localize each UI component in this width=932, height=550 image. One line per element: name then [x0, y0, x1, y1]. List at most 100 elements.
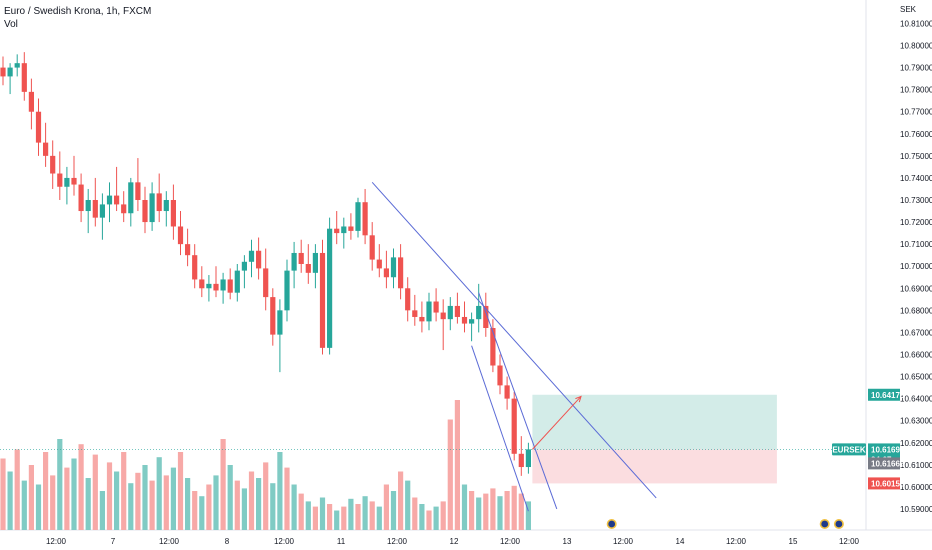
candle-body [99, 204, 105, 218]
last-price-label: 10.61698 [871, 445, 905, 454]
candle-body [192, 255, 198, 280]
volume-bar [170, 467, 176, 530]
price-tag [868, 457, 900, 470]
symbol-title: Euro / Swedish Krona, 1h, FXCM [4, 6, 152, 17]
candle-body [213, 283, 219, 291]
candle-body [256, 250, 262, 269]
trendline[interactable] [471, 345, 529, 512]
volume-bar [348, 498, 354, 530]
y-tick-label: 10.80000 [900, 42, 932, 51]
x-tick-label: 12:00 [274, 537, 295, 546]
y-tick-label: 10.61000 [900, 461, 932, 470]
trendline[interactable] [478, 292, 558, 510]
candle-body [106, 195, 113, 205]
candle-body [170, 200, 176, 227]
volume-bar [28, 465, 34, 530]
candle-body [284, 270, 290, 311]
volume-bar [305, 501, 311, 530]
y-tick-label: 10.70000 [900, 262, 932, 271]
candle-body [398, 257, 404, 289]
candle-body [206, 283, 212, 289]
candle-body [263, 268, 269, 298]
volume-bar [362, 496, 368, 530]
candle-body [348, 226, 354, 231]
event-icon-inner [821, 520, 829, 528]
x-tick-label: 12:00 [726, 537, 747, 546]
volume-bar [163, 475, 169, 530]
y-tick-label: 10.75000 [900, 152, 932, 161]
volume-bar [241, 488, 247, 530]
volume-bar [50, 475, 56, 530]
candle-body [121, 204, 127, 214]
y-tick-label: 10.72000 [900, 218, 932, 227]
y-tick-label: 10.79000 [900, 64, 932, 73]
candle-body [57, 173, 63, 187]
volume-bar [447, 419, 453, 530]
candle-body [28, 91, 34, 112]
volume-bar [64, 467, 70, 530]
volume-bar [21, 480, 27, 530]
candle-body [327, 228, 333, 348]
price-tag [868, 388, 900, 401]
volume-bar [256, 478, 262, 530]
candle-body [85, 200, 91, 212]
candle-body [71, 177, 77, 185]
candle-body [0, 67, 6, 77]
y-tick-label: 10.74000 [900, 174, 932, 183]
candle-body [270, 297, 276, 335]
volume-bar [206, 484, 212, 530]
y-tick-label: 10.81000 [900, 19, 932, 28]
trendline[interactable] [371, 182, 657, 499]
volume-bar [99, 491, 105, 530]
x-tick-label: 7 [111, 537, 116, 546]
stop-zone [532, 449, 777, 484]
volume-bar [419, 504, 425, 530]
candle-body [476, 305, 482, 320]
x-tick-label: 12 [450, 537, 459, 546]
candle-body [199, 279, 205, 289]
volume-bar [192, 491, 198, 530]
volume-bar [312, 506, 318, 530]
y-tick-label: 10.65000 [900, 373, 932, 382]
candle-body [341, 226, 347, 234]
candle-body [383, 268, 389, 278]
candle-body [163, 200, 169, 212]
candle-body [14, 63, 20, 68]
projection-arrow[interactable] [532, 396, 582, 450]
volume-bar [383, 484, 389, 530]
y-tick-label: 10.60000 [900, 483, 932, 492]
price-tag-label: 10.64175 [871, 391, 905, 400]
candle-body [319, 252, 326, 348]
candle-body [483, 305, 489, 328]
x-tick-label: 8 [225, 537, 230, 546]
candle-body [135, 182, 141, 200]
volume-bar [234, 480, 240, 530]
volume-bar [412, 497, 418, 530]
candle-body [234, 270, 240, 293]
chart-legend: Euro / Swedish Krona, 1h, FXCM Vol [4, 5, 151, 31]
volume-bar [106, 462, 113, 530]
y-tick-label: 10.78000 [900, 86, 932, 95]
volume-bar [0, 458, 6, 530]
volume-bar [525, 501, 531, 530]
volume-bar [405, 480, 411, 530]
volume-bar [390, 491, 397, 530]
y-tick-label: 10.67000 [900, 328, 932, 337]
volume-bar [433, 506, 439, 530]
volume-bar [135, 472, 141, 530]
volume-bar [284, 467, 290, 530]
currency-label: SEK [900, 5, 917, 14]
x-tick-label: 12:00 [387, 537, 408, 546]
volume-bar [156, 457, 162, 530]
candle-body [511, 398, 517, 454]
volume-bar [426, 510, 432, 530]
volume-bar [220, 439, 226, 530]
volume-bar [92, 454, 98, 530]
candle-body [128, 182, 134, 214]
candle-body [43, 142, 49, 156]
candle-body [454, 305, 460, 317]
volume-bar [341, 506, 347, 530]
symbol-tag [832, 443, 866, 456]
y-tick-label: 10.73000 [900, 196, 932, 205]
